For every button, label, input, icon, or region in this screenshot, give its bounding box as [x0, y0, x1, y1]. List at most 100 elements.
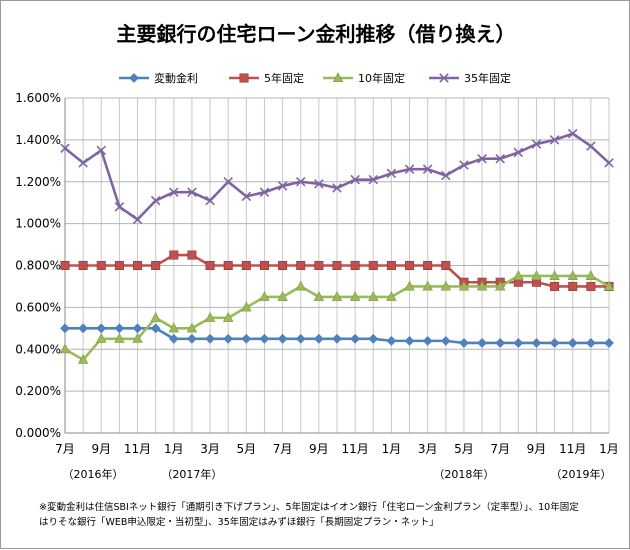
- marker-stroke: [277, 181, 288, 191]
- data-point: [96, 323, 107, 334]
- data-point: [549, 135, 560, 145]
- x-tick-label: 5月: [454, 442, 474, 456]
- data-point: [259, 260, 269, 270]
- y-tick-label: 0.200%: [15, 384, 61, 398]
- data-point: [187, 333, 197, 344]
- data-point: [350, 174, 360, 185]
- footnote-line-1: ※変動金利は住信SBIネット銀行「通期引き下げプラン」、5年固定はイオン銀行「住…: [39, 502, 579, 513]
- marker-stroke: [78, 158, 88, 168]
- series-3: [59, 270, 615, 364]
- legend-label: 変動金利: [154, 71, 198, 85]
- data-point: [404, 280, 415, 291]
- legend: 変動金利 5年固定 10年固定 35年固定: [119, 71, 511, 85]
- data-point: [295, 280, 306, 291]
- data-point: [531, 270, 542, 280]
- x-tick-label: 11月: [559, 442, 586, 456]
- y-tick-label: 0.600%: [15, 300, 61, 314]
- data-point: [60, 323, 70, 334]
- data-point: [187, 250, 197, 260]
- marker-stroke: [259, 187, 270, 197]
- legend-marker: [332, 72, 344, 82]
- data-point: [114, 332, 125, 343]
- data-point: [332, 183, 342, 193]
- marker-stroke: [114, 202, 125, 212]
- data-point: [477, 153, 487, 164]
- data-point: [259, 333, 270, 344]
- legend-marker: [129, 73, 139, 83]
- x-tick-label: 1月: [164, 442, 184, 456]
- y-tick-label: 1.000%: [15, 217, 61, 231]
- marker-stroke: [459, 160, 469, 170]
- data-point: [241, 301, 252, 312]
- data-point: [495, 338, 506, 348]
- data-point: [604, 158, 614, 168]
- data-point: [96, 260, 106, 270]
- data-point: [59, 343, 71, 354]
- data-point: [386, 335, 397, 346]
- data-point: [604, 338, 614, 348]
- data-point: [422, 335, 433, 346]
- legend-item: 変動金利: [119, 71, 198, 85]
- data-point: [568, 281, 578, 291]
- marker-stroke: [586, 141, 596, 151]
- data-point: [314, 179, 324, 189]
- data-point: [78, 158, 88, 168]
- data-point: [404, 164, 415, 174]
- data-point: [205, 260, 215, 270]
- marker-stroke: [495, 153, 505, 164]
- data-point: [459, 160, 469, 170]
- data-point: [114, 260, 124, 270]
- legend-label: 35年固定: [464, 71, 511, 85]
- footnote: ※変動金利は住信SBIネット銀行「通期引き下げプラン」、5年固定はイオン銀行「住…: [39, 500, 609, 530]
- data-point: [422, 164, 433, 174]
- marker-stroke: [439, 73, 449, 83]
- data-point: [296, 260, 306, 270]
- data-point: [603, 280, 615, 291]
- legend-item: 10年固定: [323, 71, 405, 85]
- data-point: [350, 333, 361, 344]
- marker-stroke: [350, 174, 360, 185]
- data-point: [77, 353, 89, 364]
- y-tick-label: 1.200%: [15, 175, 61, 189]
- marker-stroke: [96, 145, 107, 156]
- marker-stroke: [205, 195, 215, 206]
- data-point: [458, 280, 470, 291]
- data-point: [550, 281, 560, 291]
- data-point: [459, 338, 469, 348]
- x-tick-label: 9月: [309, 442, 329, 456]
- data-point: [295, 176, 306, 187]
- data-point: [331, 291, 343, 301]
- data-point: [386, 260, 396, 270]
- data-point: [169, 250, 179, 260]
- y-tick-label: 0.000%: [15, 426, 61, 440]
- data-point: [278, 260, 288, 270]
- data-point: [423, 260, 433, 270]
- data-point: [150, 195, 161, 206]
- data-point: [386, 291, 397, 301]
- legend-marker: [239, 73, 249, 83]
- data-point: [476, 280, 488, 291]
- data-point: [168, 322, 179, 333]
- data-point: [586, 281, 596, 291]
- data-point: [368, 260, 378, 270]
- data-point: [586, 141, 596, 151]
- data-point: [205, 195, 215, 206]
- data-point: [349, 291, 361, 301]
- data-point: [204, 312, 216, 322]
- marker-stroke: [531, 139, 542, 149]
- marker-stroke: [404, 164, 415, 174]
- legend-label: 10年固定: [358, 71, 405, 85]
- data-point: [405, 260, 415, 270]
- data-point: [531, 139, 542, 149]
- data-point: [386, 168, 397, 179]
- data-point: [350, 260, 360, 270]
- data-point: [513, 270, 524, 280]
- data-point: [132, 332, 143, 343]
- footnote-line-2: はりそな銀行「WEB申込限定・当初型」、35年固定はみずほ銀行「長期固定プラン・…: [39, 517, 439, 528]
- data-point: [205, 333, 215, 344]
- data-point: [314, 260, 324, 270]
- legend-item: 5年固定: [229, 71, 304, 85]
- data-point: [96, 145, 107, 156]
- data-point: [96, 332, 107, 343]
